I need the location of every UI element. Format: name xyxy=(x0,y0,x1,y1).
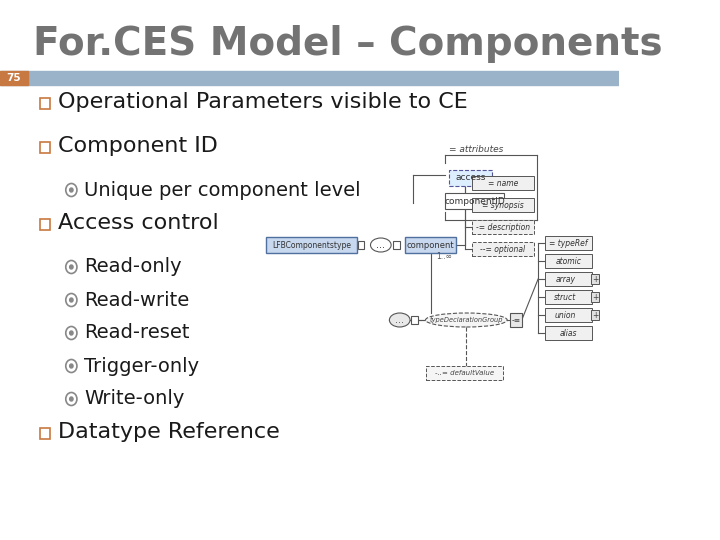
Bar xyxy=(591,292,599,302)
Text: 1..∞: 1..∞ xyxy=(436,252,452,261)
Bar xyxy=(426,366,503,380)
Text: Read-write: Read-write xyxy=(84,291,189,309)
Bar xyxy=(545,308,593,322)
Text: ...: ... xyxy=(395,315,404,325)
Bar xyxy=(40,142,50,153)
Text: +: + xyxy=(592,274,598,284)
Text: For.CES Model – Components: For.CES Model – Components xyxy=(32,25,662,63)
FancyBboxPatch shape xyxy=(266,237,356,253)
Bar xyxy=(411,316,418,324)
Circle shape xyxy=(70,298,73,302)
Bar xyxy=(545,254,593,268)
Bar xyxy=(358,241,364,249)
Text: = typeRef: = typeRef xyxy=(549,239,588,247)
Text: = synopsis: = synopsis xyxy=(482,200,523,210)
Bar xyxy=(449,170,492,186)
Bar xyxy=(510,313,522,327)
Text: struct: struct xyxy=(554,293,576,301)
Bar xyxy=(472,242,534,256)
Circle shape xyxy=(70,188,73,192)
Text: LFBComponentstype: LFBComponentstype xyxy=(272,240,351,249)
Circle shape xyxy=(70,265,73,269)
Text: Write-only: Write-only xyxy=(84,389,184,408)
Bar xyxy=(0,71,27,85)
Text: Trigger-only: Trigger-only xyxy=(84,356,199,375)
Text: typeDeclarationGroup: typeDeclarationGroup xyxy=(430,317,503,323)
Circle shape xyxy=(70,397,73,401)
Text: array: array xyxy=(555,274,575,284)
Text: -≡: -≡ xyxy=(511,315,521,325)
Text: access: access xyxy=(455,173,485,183)
Text: Operational Parameters visible to CE: Operational Parameters visible to CE xyxy=(58,92,468,112)
Bar xyxy=(472,176,534,190)
Bar xyxy=(545,272,593,286)
Bar xyxy=(545,236,593,250)
Text: = attributes: = attributes xyxy=(449,145,503,154)
Bar xyxy=(545,290,593,304)
Text: alias: alias xyxy=(560,328,577,338)
Bar xyxy=(472,198,534,212)
Bar xyxy=(445,193,504,209)
Bar xyxy=(472,220,534,234)
Text: union: union xyxy=(554,310,576,320)
Bar xyxy=(591,274,599,284)
Text: --= optional: --= optional xyxy=(480,245,526,253)
Text: +: + xyxy=(592,293,598,301)
FancyBboxPatch shape xyxy=(405,237,456,253)
Text: 75: 75 xyxy=(6,73,21,83)
Text: = name: = name xyxy=(487,179,518,187)
Text: -..= defaultValue: -..= defaultValue xyxy=(435,370,494,376)
Text: Datatype Reference: Datatype Reference xyxy=(58,422,280,442)
Circle shape xyxy=(70,331,73,335)
Ellipse shape xyxy=(390,313,410,327)
Circle shape xyxy=(70,364,73,368)
Text: ...: ... xyxy=(377,240,385,250)
Bar xyxy=(0,71,619,85)
Bar xyxy=(545,326,593,340)
Bar xyxy=(40,219,50,230)
Text: Unique per component level: Unique per component level xyxy=(84,180,361,199)
Ellipse shape xyxy=(426,313,507,327)
Text: -= description: -= description xyxy=(476,222,530,232)
Bar xyxy=(40,98,50,109)
Bar xyxy=(591,310,599,320)
Text: componentID: componentID xyxy=(444,197,505,206)
Text: component: component xyxy=(407,240,454,249)
Text: Access control: Access control xyxy=(58,213,219,233)
Ellipse shape xyxy=(371,238,391,252)
Text: Read-reset: Read-reset xyxy=(84,323,190,342)
Text: +: + xyxy=(592,310,598,320)
Bar xyxy=(40,428,50,439)
Text: Component ID: Component ID xyxy=(58,136,218,156)
Text: atomic: atomic xyxy=(556,256,582,266)
Text: Read-only: Read-only xyxy=(84,258,182,276)
Bar xyxy=(393,241,400,249)
